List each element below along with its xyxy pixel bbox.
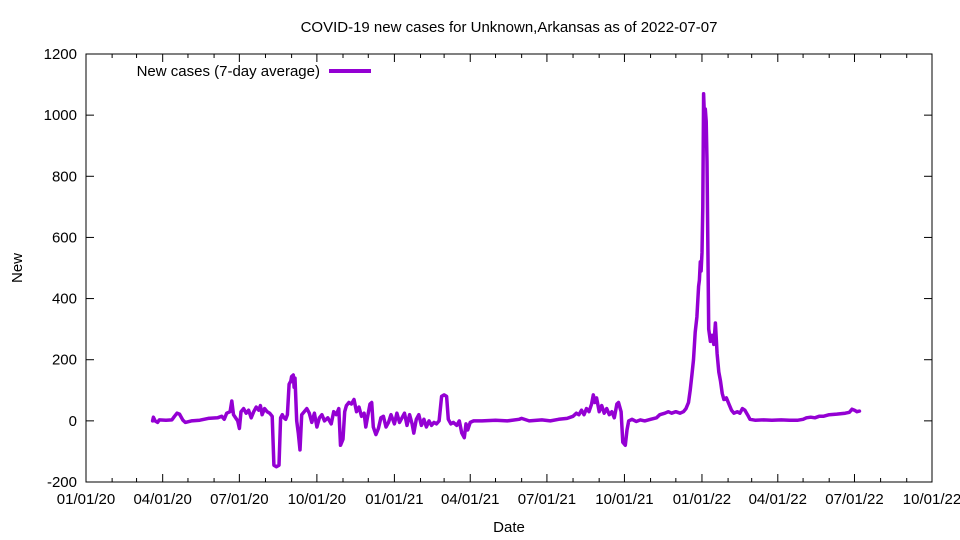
series-line-0: [150, 91, 862, 469]
x-tick-label: 04/01/21: [441, 491, 499, 508]
axis-ticks: -200 0 200 400 600 800 1000 1200 01/01/20 04/01/2…: [44, 46, 960, 508]
y-tick-label: 400: [52, 291, 77, 308]
plot-frame: [85, 53, 933, 483]
legend-label: New cases (7-day average): [137, 63, 320, 80]
x-tick-label: 07/01/21: [518, 491, 576, 508]
x-tick-label: 10/01/20: [288, 491, 346, 508]
y-tick-label: 1000: [44, 107, 77, 124]
x-axis-label: Date: [493, 519, 525, 536]
x-tick-label: 04/01/22: [749, 491, 807, 508]
y-tick-label: 600: [52, 229, 77, 246]
x-tick-label: 10/01/21: [595, 491, 653, 508]
series-group: [150, 91, 862, 469]
y-tick-label: -200: [47, 474, 77, 491]
y-tick-label: 200: [52, 352, 77, 369]
x-tick-label: 01/01/20: [57, 491, 115, 508]
x-tick-label: 04/01/20: [133, 491, 191, 508]
y-tick-label: 0: [69, 413, 77, 430]
x-tick-label: 07/01/20: [210, 491, 268, 508]
x-tick-label: 10/01/22: [903, 491, 960, 508]
x-tick-label: 01/01/21: [365, 491, 423, 508]
x-tick-label: 07/01/22: [825, 491, 883, 508]
y-tick-label: 1200: [44, 46, 77, 63]
x-tick-label: 01/01/22: [673, 491, 731, 508]
chart-title: COVID-19 new cases for Unknown,Arkansas …: [301, 19, 718, 36]
y-tick-label: 800: [52, 168, 77, 185]
y-axis-label: New: [9, 253, 26, 283]
legend: New cases (7-day average): [137, 63, 371, 80]
